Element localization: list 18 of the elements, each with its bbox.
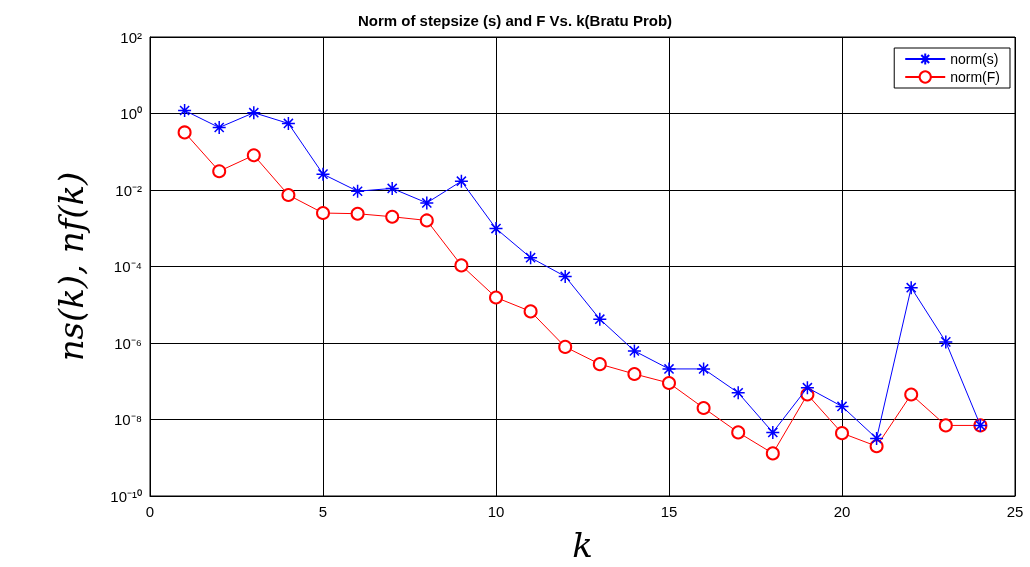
chart-title: Norm of stepsize (s) and F Vs. k(Bratu Prob) (357, 12, 673, 29)
y-axis-title: ns(k), nf(k) (51, 171, 91, 362)
y-tick-label: 10⁻⁴ (113, 258, 142, 275)
y-tick-label: 10⁻⁸ (113, 411, 142, 428)
y-tick-label: 10⁻¹⁰ (110, 487, 142, 505)
x-axis-title: k (572, 525, 593, 565)
y-tick-label: 10⁻⁶ (114, 334, 142, 352)
y-tick-label: 10⁰ (120, 105, 142, 122)
y-tick-label: 10⁻² (115, 181, 142, 199)
x-tick-label: 20 (833, 503, 851, 520)
legend-label: norm(F) (950, 69, 1001, 85)
legend-label: norm(s) (950, 51, 999, 67)
x-tick-label: 5 (318, 503, 328, 520)
x-tick-label: 10 (487, 503, 505, 520)
x-tick-label: 0 (145, 503, 155, 520)
x-tick-label: 25 (1006, 503, 1024, 520)
x-tick-label: 15 (660, 503, 678, 520)
y-tick-label: 10² (120, 28, 142, 46)
